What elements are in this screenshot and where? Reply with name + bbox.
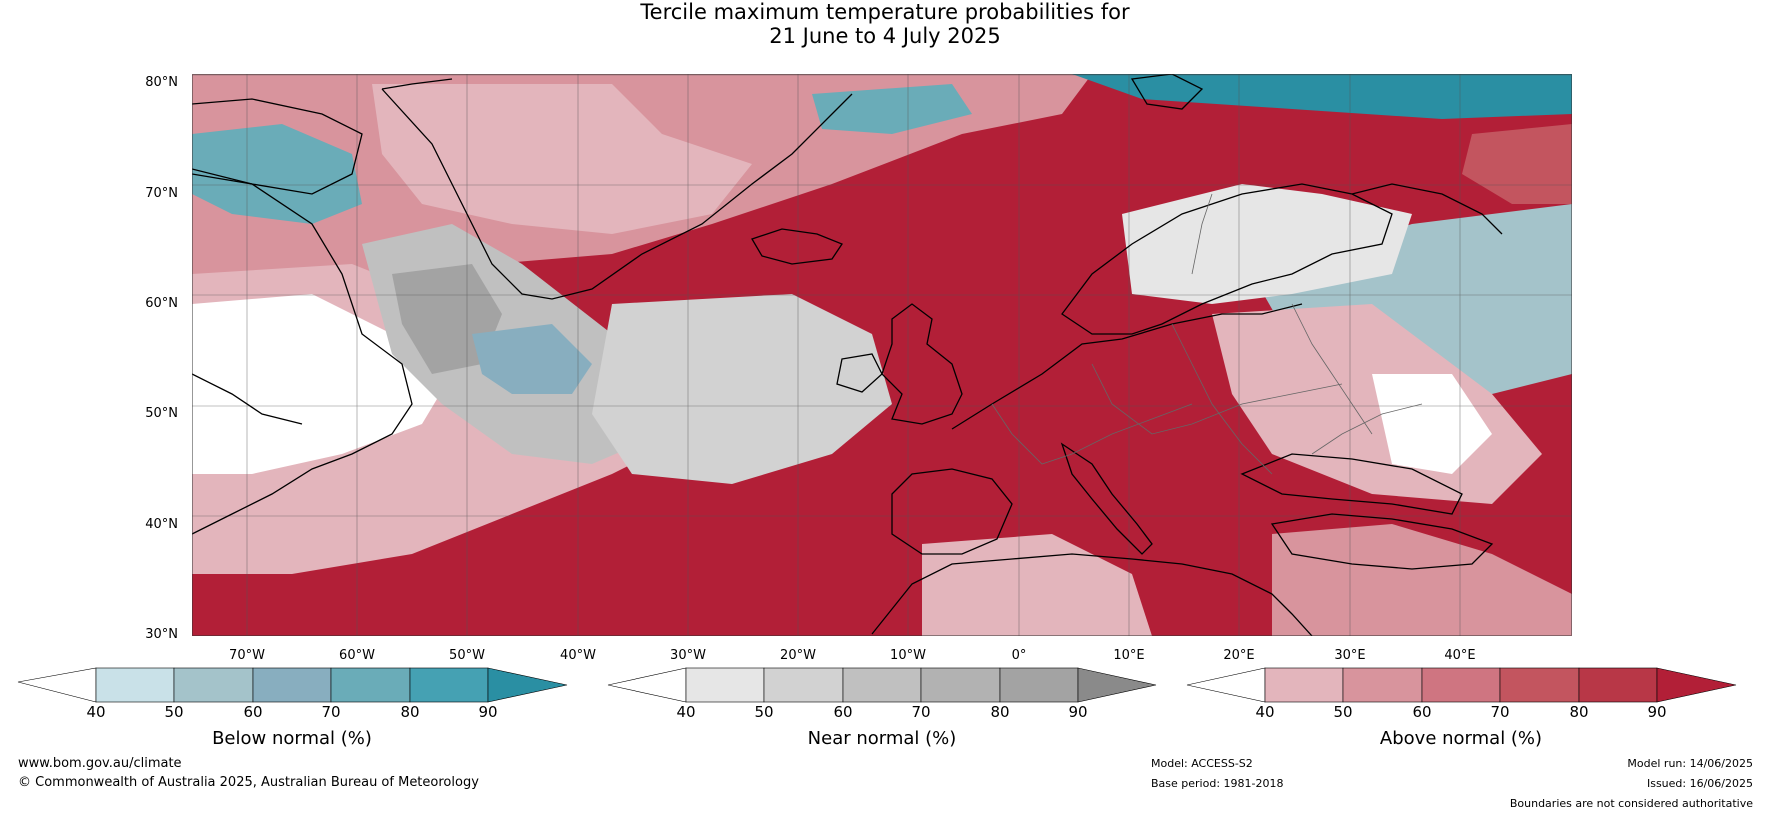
lon-label-40w: 40°W	[560, 648, 596, 663]
colorbar-below-segment-2	[173, 667, 254, 703]
lat-label-30n: 30°N	[145, 627, 178, 642]
colorbar-above-segment-4	[1499, 667, 1580, 703]
footer-copyright: © Commonwealth of Australia 2025, Austra…	[18, 775, 479, 790]
colorbar-below-segment-6	[487, 667, 568, 703]
near-tick-70: 70	[911, 703, 931, 721]
colorbar-above-segment-5	[1578, 667, 1658, 703]
lat-label-80n: 80°N	[145, 75, 178, 90]
above-tick-70: 70	[1490, 703, 1510, 721]
colorbar-above-segment-3	[1421, 667, 1501, 703]
colorbar-above-normal	[1186, 667, 1737, 703]
lon-label-10e: 10°E	[1113, 648, 1145, 663]
title-line-2: 21 June to 4 July 2025	[769, 24, 1001, 48]
neutral-region-canada	[192, 294, 452, 474]
title-line-1: Tercile maximum temperature probabilitie…	[640, 0, 1130, 24]
colorbar-below-normal	[17, 667, 568, 703]
colorbar-above-segment-2	[1342, 667, 1423, 703]
lat-label-50n: 50°N	[145, 406, 178, 421]
colorbar-above-segment-6	[1656, 667, 1737, 703]
near-tick-60: 60	[833, 703, 853, 721]
above-tick-50: 50	[1333, 703, 1353, 721]
colorbar-near-segment-6	[1077, 667, 1157, 703]
below-tick-60: 60	[243, 703, 263, 721]
near-tick-90: 90	[1068, 703, 1088, 721]
near-normal-region-scandinavia	[1122, 184, 1412, 304]
probability-map	[192, 74, 1572, 636]
below-tick-70: 70	[321, 703, 341, 721]
below-normal-region-atlantic	[472, 324, 592, 394]
below-tick-40: 40	[86, 703, 106, 721]
lon-label-30w: 30°W	[670, 648, 706, 663]
colorbar-below-segment-4	[330, 667, 411, 703]
below-normal-region-greenland-sea	[812, 84, 972, 134]
colorbar-below-segment-1	[95, 667, 175, 703]
lon-label-40e: 40°E	[1444, 648, 1476, 663]
lon-label-30e: 30°E	[1334, 648, 1366, 663]
graticule	[192, 74, 1572, 636]
above-normal-label: Above normal (%)	[1379, 728, 1543, 749]
footer-issued: Issued: 16/06/2025	[1646, 777, 1753, 790]
colorbar-near-segment-0	[607, 667, 687, 703]
below-normal-region-baffin	[192, 124, 362, 224]
near-tick-40: 40	[676, 703, 696, 721]
above-tick-80: 80	[1569, 703, 1589, 721]
lat-label-70n: 70°N	[145, 186, 178, 201]
colorbar-near-segment-4	[920, 667, 1001, 703]
lon-label-20w: 20°W	[780, 648, 816, 663]
colorbar-below-segment-0	[17, 667, 97, 703]
footer-disclaimer: Boundaries are not considered authoritat…	[1509, 797, 1753, 810]
footer-website: www.bom.gov.au/climate	[18, 756, 182, 771]
below-normal-label: Below normal (%)	[212, 728, 372, 749]
colorbar-below-segment-5	[409, 667, 489, 703]
lat-label-40n: 40°N	[145, 517, 178, 532]
near-normal-region-mid-atlantic	[592, 294, 892, 484]
above-70-region-siberia	[1462, 124, 1572, 204]
colorbar-above-segment-1	[1264, 667, 1344, 703]
neutral-region-ukraine	[1372, 374, 1492, 474]
map-frame	[192, 74, 1572, 636]
below-tick-50: 50	[164, 703, 184, 721]
lon-label-0: 0°	[1011, 648, 1027, 663]
colorbar-near-normal	[607, 667, 1157, 703]
near-normal-high-region	[392, 264, 502, 374]
above-50-region-middle-east	[1272, 524, 1572, 636]
colorbar-near-segment-3	[842, 667, 922, 703]
near-tick-80: 80	[990, 703, 1010, 721]
above-tick-60: 60	[1412, 703, 1432, 721]
above-tick-90: 90	[1647, 703, 1667, 721]
lon-label-50w: 50°W	[449, 648, 485, 663]
below-tick-80: 80	[400, 703, 420, 721]
lon-label-70w: 70°W	[229, 648, 265, 663]
below-tick-90: 90	[478, 703, 498, 721]
above-40-region-north-africa	[922, 534, 1152, 636]
above-tick-40: 40	[1255, 703, 1275, 721]
near-tick-50: 50	[754, 703, 774, 721]
lat-label-60n: 60°N	[145, 296, 178, 311]
near-normal-label: Near normal (%)	[807, 728, 957, 749]
country-borders	[991, 193, 1423, 475]
footer-base-period: Base period: 1981-2018	[1151, 777, 1284, 790]
footer-model-run: Model run: 14/06/2025	[1627, 757, 1753, 770]
lon-label-20e: 20°E	[1223, 648, 1255, 663]
colorbar-near-segment-2	[763, 667, 844, 703]
footer-model: Model: ACCESS-S2	[1151, 757, 1253, 770]
map-title: Tercile maximum temperature probabilitie…	[0, 0, 1770, 48]
coastlines	[192, 74, 1503, 636]
colorbar-near-segment-1	[685, 667, 765, 703]
colorbar-below-segment-3	[252, 667, 332, 703]
lon-label-60w: 60°W	[339, 648, 375, 663]
colorbars	[17, 667, 1737, 703]
map-canvas	[192, 74, 1572, 636]
lon-label-10w: 10°W	[890, 648, 926, 663]
below-normal-region-barents	[1072, 74, 1572, 119]
colorbar-near-segment-5	[999, 667, 1079, 703]
colorbar-above-segment-0	[1186, 667, 1266, 703]
